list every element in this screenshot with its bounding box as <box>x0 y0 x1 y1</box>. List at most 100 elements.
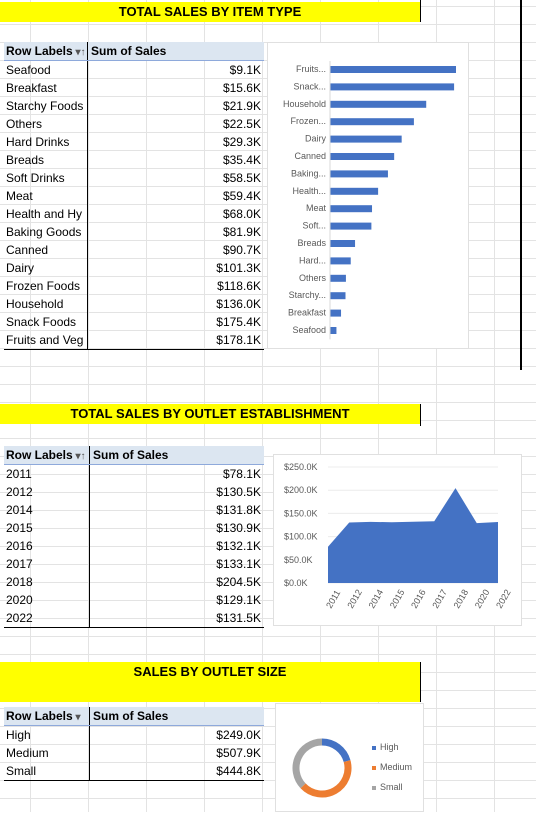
row-label[interactable]: Breads <box>4 151 88 169</box>
row-value[interactable]: $78.1K <box>222 467 261 481</box>
row-label[interactable]: Soft Drinks <box>4 169 88 187</box>
row-label[interactable]: 2022 <box>4 609 90 627</box>
row-labels-header[interactable]: Row Labels ▾ <box>4 707 90 725</box>
bar-mark <box>330 205 373 213</box>
row-value[interactable]: $249.0K <box>216 728 261 742</box>
table-row[interactable]: 2012 $130.5K <box>4 483 264 501</box>
table-row[interactable]: 2022 $131.5K <box>4 609 264 627</box>
row-label[interactable]: 2018 <box>4 573 90 591</box>
filter-sort-icon[interactable]: ▾↑ <box>72 47 86 58</box>
row-label[interactable]: Meat <box>4 187 88 205</box>
row-value[interactable]: $130.9K <box>216 521 261 535</box>
table-row[interactable]: Starchy Foods $21.9K <box>4 97 264 115</box>
table-row[interactable]: 2015 $130.9K <box>4 519 264 537</box>
row-label[interactable]: 2020 <box>4 591 90 609</box>
row-label[interactable]: 2011 <box>4 465 90 483</box>
legend-label: High <box>380 742 399 752</box>
row-value[interactable]: $29.3K <box>222 135 261 149</box>
row-value[interactable]: $81.9K <box>222 225 261 239</box>
row-label[interactable]: Snack Foods <box>4 313 88 331</box>
filter-sort-icon[interactable]: ▾↑ <box>72 451 86 462</box>
row-label[interactable]: Frozen Foods <box>4 277 88 295</box>
table-row[interactable]: Breakfast $15.6K <box>4 79 264 97</box>
row-value[interactable]: $175.4K <box>216 315 261 329</box>
row-value[interactable]: $22.5K <box>222 117 261 131</box>
sum-of-sales-header: Sum of Sales <box>91 44 167 58</box>
table-row[interactable]: Snack Foods $175.4K <box>4 313 264 331</box>
row-value[interactable]: $59.4K <box>222 189 261 203</box>
table-row[interactable]: Hard Drinks $29.3K <box>4 133 264 151</box>
table-row[interactable]: Soft Drinks $58.5K <box>4 169 264 187</box>
row-label[interactable]: 2016 <box>4 537 90 555</box>
table-row[interactable]: Household $136.0K <box>4 295 264 313</box>
row-label[interactable]: Seafood <box>4 61 88 79</box>
row-label[interactable]: Dairy <box>4 259 88 277</box>
row-value[interactable]: $35.4K <box>222 153 261 167</box>
table-row[interactable]: Frozen Foods $118.6K <box>4 277 264 295</box>
row-label[interactable]: Small <box>4 762 90 780</box>
filter-dropdown-icon[interactable]: ▾ <box>72 712 81 723</box>
area-chart-outlet-establishment[interactable]: $0.0K $50.0K $100.0K $150.0K $200.0K $250.0K 2… <box>273 454 522 626</box>
row-label[interactable]: Baking Goods <box>4 223 88 241</box>
table-row[interactable]: Seafood $9.1K <box>4 61 264 79</box>
row-label[interactable]: High <box>4 726 90 744</box>
row-value[interactable]: $21.9K <box>222 99 261 113</box>
row-value[interactable]: $118.6K <box>217 279 261 293</box>
bar-category-label: Soft... <box>302 221 326 231</box>
row-value[interactable]: $178.1K <box>216 333 261 347</box>
donut-chart-outlet-size[interactable]: High Medium Small <box>275 703 424 812</box>
row-value[interactable]: $90.7K <box>222 243 261 257</box>
row-value[interactable]: $136.0K <box>216 297 261 311</box>
row-label[interactable]: Medium <box>4 744 90 762</box>
table-row[interactable]: Meat $59.4K <box>4 187 264 205</box>
table-row[interactable]: Baking Goods $81.9K <box>4 223 264 241</box>
row-value[interactable]: $444.8K <box>216 764 261 778</box>
row-label[interactable]: Canned <box>4 241 88 259</box>
table-row[interactable]: Small $444.8K <box>4 762 264 780</box>
row-value[interactable]: $58.5K <box>222 171 261 185</box>
row-value[interactable]: $131.8K <box>216 503 261 517</box>
row-value[interactable]: $129.1K <box>216 593 261 607</box>
row-label[interactable]: Others <box>4 115 88 133</box>
table-row[interactable]: Canned $90.7K <box>4 241 264 259</box>
row-label[interactable]: 2012 <box>4 483 90 501</box>
row-label[interactable]: Household <box>4 295 88 313</box>
table-row[interactable]: High $249.0K <box>4 726 264 744</box>
row-value[interactable]: $204.5K <box>216 575 261 589</box>
table-row[interactable]: Dairy $101.3K <box>4 259 264 277</box>
row-value[interactable]: $133.1K <box>216 557 261 571</box>
table-row[interactable]: Others $22.5K <box>4 115 264 133</box>
table-row[interactable]: 2017 $133.1K <box>4 555 264 573</box>
table-row[interactable]: Breads $35.4K <box>4 151 264 169</box>
row-value[interactable]: $68.0K <box>222 207 261 221</box>
table-row[interactable]: Fruits and Veg $178.1K <box>4 331 264 349</box>
table-row[interactable]: 2011 $78.1K <box>4 465 264 483</box>
table-row[interactable]: 2020 $129.1K <box>4 591 264 609</box>
row-value[interactable]: $101.3K <box>216 261 261 275</box>
row-value[interactable]: $132.1K <box>216 539 261 553</box>
row-value[interactable]: $130.5K <box>216 485 261 499</box>
row-label[interactable]: Starchy Foods <box>4 97 88 115</box>
table-row[interactable]: Medium $507.9K <box>4 744 264 762</box>
row-label[interactable]: Breakfast <box>4 79 88 97</box>
row-value[interactable]: $131.5K <box>216 611 261 625</box>
row-label[interactable]: 2015 <box>4 519 90 537</box>
table-row[interactable]: Health and Hy $68.0K <box>4 205 264 223</box>
row-value[interactable]: $507.9K <box>216 746 261 760</box>
row-label[interactable]: Fruits and Veg <box>4 331 88 349</box>
row-labels-header[interactable]: Row Labels ▾↑ <box>4 42 88 60</box>
row-label[interactable]: 2017 <box>4 555 90 573</box>
row-label[interactable]: Hard Drinks <box>4 133 88 151</box>
bar-chart-item-type[interactable]: Fruits... Snack... Household Frozen... Dairy… <box>267 42 469 349</box>
bar-category-label: Breads <box>297 238 326 248</box>
row-value[interactable]: $15.6K <box>222 81 261 95</box>
row-label[interactable]: 2014 <box>4 501 90 519</box>
table-row[interactable]: 2016 $132.1K <box>4 537 264 555</box>
row-label[interactable]: Health and Hy <box>4 205 88 223</box>
x-tick-label: 2022 <box>494 588 513 610</box>
table-row[interactable]: 2018 $204.5K <box>4 573 264 591</box>
donut-slice <box>321 738 351 763</box>
row-value[interactable]: $9.1K <box>229 63 261 77</box>
table-row[interactable]: 2014 $131.8K <box>4 501 264 519</box>
row-labels-header[interactable]: Row Labels ▾↑ <box>4 446 90 464</box>
